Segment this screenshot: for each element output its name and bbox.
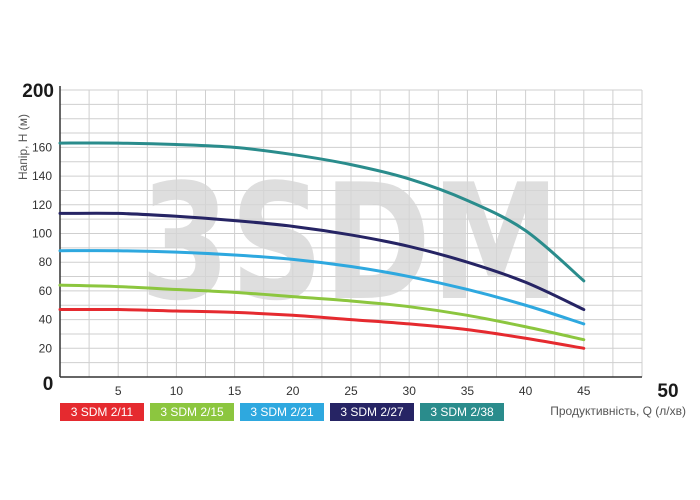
series-line-2 bbox=[58, 283, 586, 342]
x-tick-label: 5 bbox=[115, 384, 122, 398]
y-axis-max-label: 200 bbox=[22, 81, 54, 102]
x-tick-label: 40 bbox=[519, 384, 533, 398]
y-tick-label: 80 bbox=[39, 255, 53, 269]
x-tick-label: 45 bbox=[577, 384, 591, 398]
x-tick-label: 30 bbox=[403, 384, 417, 398]
y-tick-label: 100 bbox=[32, 227, 52, 241]
x-tick-label: 20 bbox=[286, 384, 300, 398]
legend-label: 3 SDM 2/38 bbox=[430, 405, 494, 419]
legend-label: 3 SDM 2/15 bbox=[160, 405, 224, 419]
x-tick-label: 35 bbox=[461, 384, 475, 398]
x-axis-origin-label: 0 bbox=[43, 374, 54, 395]
legend: 3 SDM 2/11 3 SDM 2/15 3 SDM 2/21 3 SDM 2/27… bbox=[60, 403, 504, 421]
legend-swatch bbox=[330, 403, 414, 421]
series-line-5 bbox=[58, 141, 586, 283]
series-line-3 bbox=[58, 249, 586, 326]
axes bbox=[59, 86, 642, 378]
x-tick-label: 15 bbox=[228, 384, 242, 398]
legend-label: 3 SDM 2/27 bbox=[340, 405, 404, 419]
watermark-text: 3SDM bbox=[140, 149, 560, 336]
y-tick-label: 40 bbox=[39, 313, 53, 327]
y-tick-label: 60 bbox=[39, 284, 53, 298]
curves bbox=[58, 141, 586, 350]
y-axis-title: Напір, H (м) bbox=[16, 114, 30, 180]
series-line-1 bbox=[58, 307, 586, 350]
series-line-4 bbox=[58, 211, 586, 312]
legend-label: 3 SDM 2/21 bbox=[250, 405, 314, 419]
grid bbox=[59, 89, 643, 378]
y-tick-label: 20 bbox=[39, 341, 53, 355]
legend-swatch bbox=[420, 403, 504, 421]
legend-swatch bbox=[60, 403, 144, 421]
y-tick-label: 140 bbox=[32, 169, 52, 183]
y-tick-label: 160 bbox=[32, 140, 52, 154]
x-axis-title: Продуктивність, Q (л/хв) bbox=[550, 404, 686, 418]
x-axis-max-label: 50 bbox=[657, 381, 678, 402]
y-tick-label: 120 bbox=[32, 198, 52, 212]
legend-swatch bbox=[150, 403, 234, 421]
legend-label: 3 SDM 2/11 bbox=[71, 405, 134, 419]
x-tick-label: 10 bbox=[170, 384, 184, 398]
x-tick-label: 25 bbox=[344, 384, 358, 398]
legend-swatch bbox=[240, 403, 324, 421]
tick-labels: 5 10 15 20 25 30 35 40 45 20 40 60 80 100 120 140 160 bbox=[32, 140, 591, 398]
